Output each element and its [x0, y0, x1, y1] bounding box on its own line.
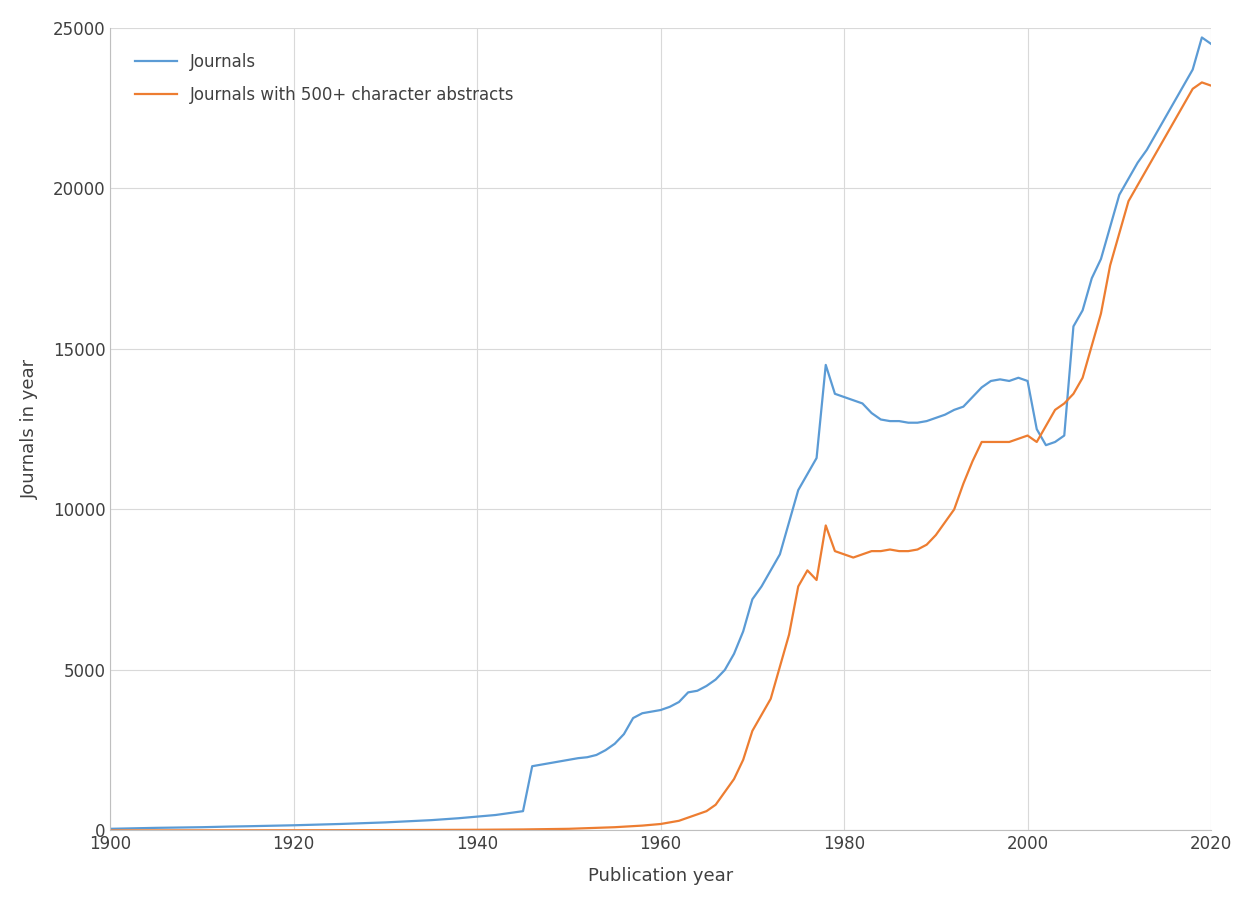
Journals — [360, 817, 375, 828]
Journals — [791, 485, 806, 496]
Journals with 500+ character abstracts — [1204, 81, 1219, 92]
Line: Journals with 500+ character abstracts: Journals with 500+ character abstracts — [110, 82, 1212, 831]
Journals with 500+ character abstracts — [103, 825, 118, 836]
Journals — [570, 753, 585, 764]
Journals — [1204, 38, 1219, 49]
Legend: Journals, Journals with 500+ character abstracts: Journals, Journals with 500+ character a… — [119, 36, 531, 120]
Line: Journals: Journals — [110, 37, 1212, 829]
Journals with 500+ character abstracts — [570, 823, 585, 834]
Y-axis label: Journals in year: Journals in year — [21, 359, 39, 499]
Journals with 500+ character abstracts — [1130, 179, 1145, 190]
Journals with 500+ character abstracts — [360, 824, 375, 835]
Journals with 500+ character abstracts — [846, 552, 861, 563]
Journals — [213, 822, 228, 833]
X-axis label: Publication year: Publication year — [588, 867, 733, 885]
Journals — [846, 395, 861, 406]
Journals — [1130, 158, 1145, 169]
Journals with 500+ character abstracts — [791, 581, 806, 592]
Journals with 500+ character abstracts — [1194, 77, 1209, 88]
Journals — [103, 824, 118, 834]
Journals — [1194, 32, 1209, 43]
Journals with 500+ character abstracts — [213, 824, 228, 835]
